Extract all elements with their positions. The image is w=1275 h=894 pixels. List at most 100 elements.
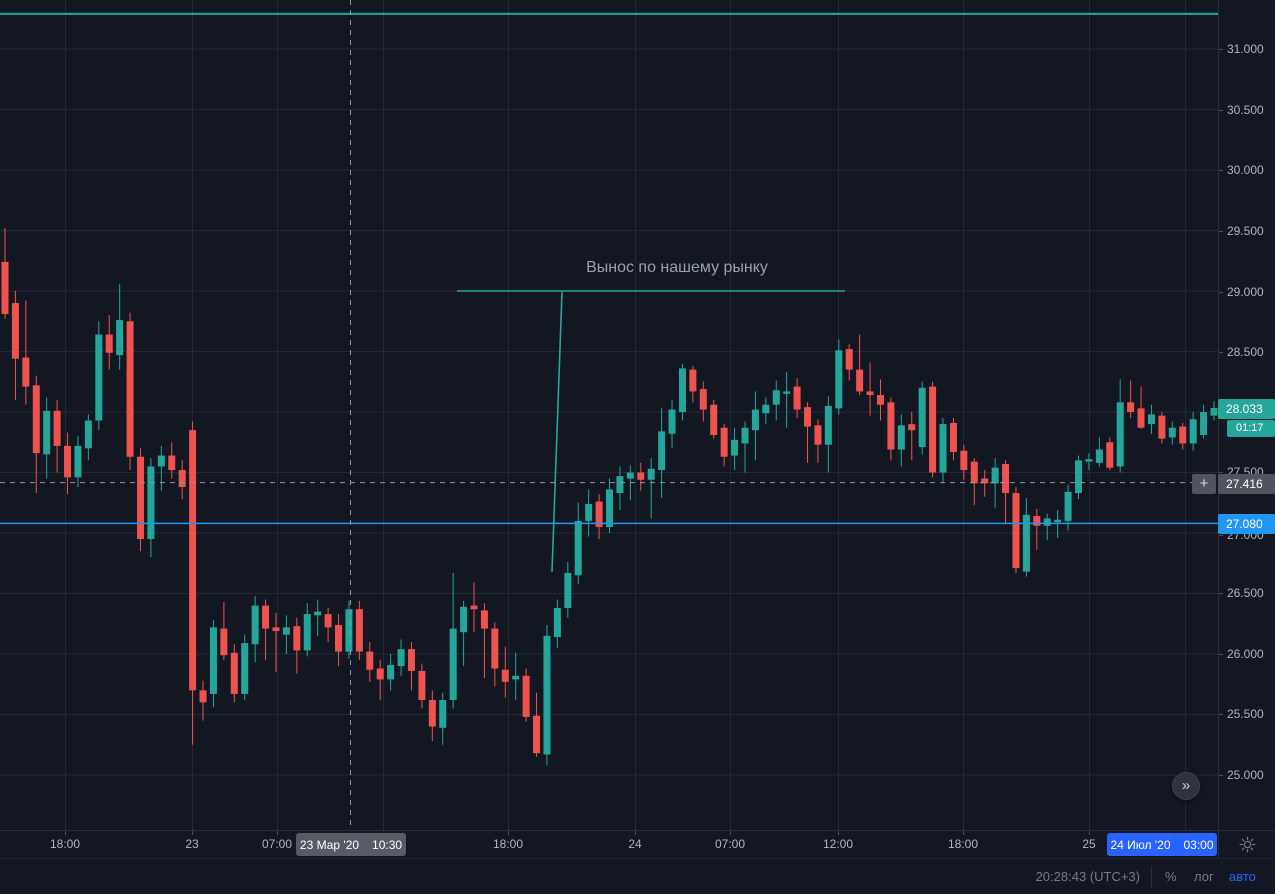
time-tick bbox=[838, 831, 839, 835]
candle-body bbox=[1158, 415, 1166, 439]
time-label: 25 bbox=[1082, 837, 1096, 851]
candle-body bbox=[689, 369, 697, 392]
candle-body bbox=[209, 627, 217, 694]
chart-canvas bbox=[0, 0, 1218, 830]
price-tick: 26.000 bbox=[1219, 647, 1275, 661]
candle-body bbox=[637, 472, 645, 480]
candle-body bbox=[553, 608, 561, 638]
candle-body bbox=[1075, 460, 1083, 494]
crosshair-price-label: 27.416 bbox=[1218, 474, 1275, 494]
time-axis-settings-button[interactable] bbox=[1218, 830, 1275, 858]
candle-body bbox=[282, 627, 290, 635]
candle-body bbox=[178, 470, 186, 488]
crosshair-time: 10:30 bbox=[372, 837, 403, 852]
candle-body bbox=[397, 649, 405, 667]
candle-body bbox=[949, 422, 957, 452]
candle-body bbox=[251, 605, 259, 645]
candle-body bbox=[970, 461, 978, 484]
candle-body bbox=[53, 410, 61, 446]
auto-scale-button[interactable]: авто bbox=[1229, 869, 1256, 884]
candle-body bbox=[355, 609, 363, 652]
candle-body bbox=[814, 425, 822, 445]
candle-body bbox=[1012, 493, 1020, 569]
chart-annotation-text: Вынос по нашему рынку bbox=[586, 259, 768, 276]
candle-body bbox=[491, 628, 499, 669]
candle-body bbox=[960, 450, 968, 471]
candle-body bbox=[387, 664, 395, 680]
candle-body bbox=[793, 386, 801, 410]
chevron-double-right-icon: » bbox=[1181, 777, 1191, 794]
candle-body bbox=[324, 614, 332, 628]
time-tick bbox=[730, 831, 731, 835]
candle-body bbox=[22, 357, 30, 387]
candle-body bbox=[939, 424, 947, 473]
candle-body bbox=[376, 668, 384, 680]
candle-body bbox=[1179, 426, 1187, 444]
clock: 20:28:43 (UTC+3) bbox=[1035, 869, 1140, 884]
candle-body bbox=[720, 427, 728, 457]
candle-body bbox=[991, 467, 999, 484]
collapse-panel-button[interactable]: » bbox=[1172, 772, 1200, 800]
price-tick: 29.500 bbox=[1219, 224, 1275, 238]
candle-body bbox=[439, 699, 447, 728]
price-tick: 30.500 bbox=[1219, 103, 1275, 117]
log-scale-button[interactable]: лог bbox=[1194, 869, 1214, 884]
last-price-label: 28.033 bbox=[1218, 399, 1275, 419]
selected-date: 24 Июл '20 bbox=[1110, 837, 1171, 852]
candle-body bbox=[1168, 427, 1176, 438]
candle-body bbox=[1033, 516, 1041, 526]
candle-body bbox=[1043, 518, 1051, 526]
candle-body bbox=[533, 715, 541, 754]
candle-body bbox=[887, 402, 895, 450]
candle-body bbox=[470, 605, 478, 610]
add-alert-plus-button[interactable]: + bbox=[1192, 474, 1216, 494]
candle-body bbox=[32, 385, 40, 454]
gear-icon bbox=[1239, 836, 1255, 853]
candle-body bbox=[157, 455, 165, 467]
candle-body bbox=[606, 489, 613, 527]
candle-body bbox=[272, 627, 280, 632]
time-label: 07:00 bbox=[714, 837, 746, 851]
price-tick: 29.000 bbox=[1219, 285, 1275, 299]
candle-body bbox=[1200, 412, 1208, 435]
candle-body bbox=[1064, 491, 1072, 521]
candle-body bbox=[1085, 459, 1093, 462]
candle-body bbox=[564, 572, 572, 609]
candle-body bbox=[449, 628, 457, 700]
candle-body bbox=[199, 690, 207, 703]
candle-body bbox=[595, 501, 603, 527]
candle-body bbox=[1002, 464, 1010, 494]
candle-body bbox=[1095, 449, 1103, 463]
candle-body bbox=[1054, 519, 1062, 523]
candle-body bbox=[762, 404, 770, 414]
selected-time: 03:00 bbox=[1183, 837, 1214, 852]
candle-body bbox=[835, 350, 843, 409]
candle-body bbox=[699, 389, 707, 410]
candle-body bbox=[293, 626, 301, 651]
candle-body bbox=[543, 635, 551, 755]
candle-body bbox=[1116, 402, 1124, 467]
candle-body bbox=[366, 651, 374, 670]
candle-body bbox=[824, 405, 832, 445]
candle-body bbox=[230, 652, 238, 694]
candle-body bbox=[574, 520, 582, 576]
time-label: 24 bbox=[628, 837, 642, 851]
candle-body bbox=[772, 390, 780, 405]
candlestick-chart[interactable] bbox=[0, 0, 1218, 830]
candle-body bbox=[95, 334, 103, 421]
time-axis[interactable]: 23 Мар '20 10:30 24 Июл '20 03:00 18:00 2… bbox=[0, 830, 1275, 858]
candle-body bbox=[1022, 514, 1030, 572]
trend-line-drawing bbox=[551, 292, 563, 572]
candle-body bbox=[845, 349, 853, 370]
candle-body bbox=[262, 605, 270, 629]
candle-body bbox=[1189, 419, 1197, 444]
percent-scale-button[interactable]: % bbox=[1165, 869, 1177, 884]
candle-body bbox=[241, 643, 249, 694]
candle-body bbox=[345, 609, 353, 652]
candle-body bbox=[804, 407, 812, 427]
candle-body bbox=[741, 427, 749, 444]
price-tick: 30.000 bbox=[1219, 163, 1275, 177]
candle-body bbox=[1147, 414, 1155, 425]
candle-body bbox=[220, 628, 228, 656]
